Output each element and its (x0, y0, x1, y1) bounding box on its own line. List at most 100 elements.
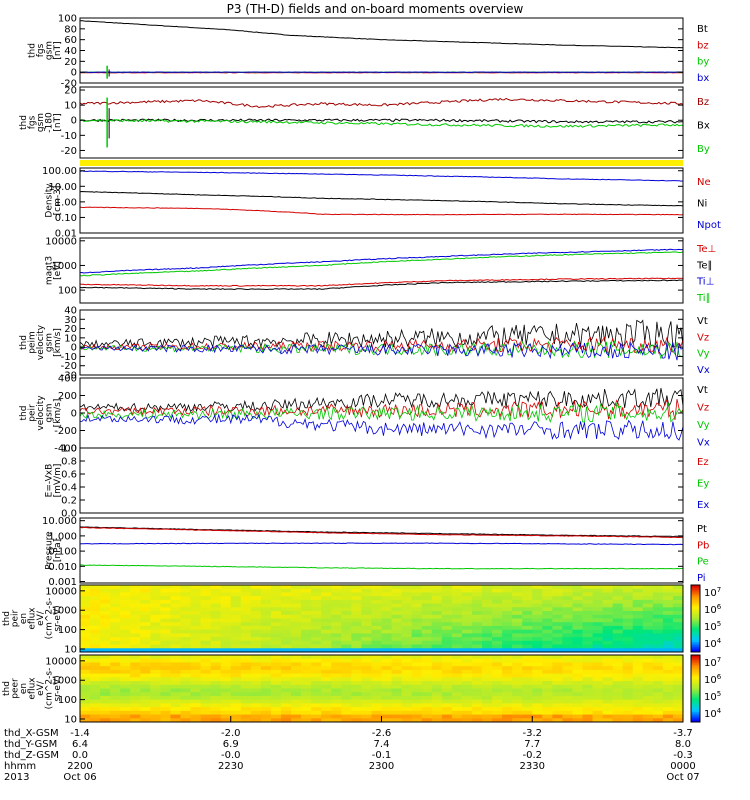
spectrogram-cell (140, 707, 151, 712)
spectrogram-cell (502, 588, 513, 593)
spectrogram-cell (562, 599, 573, 605)
spectrogram-cell (281, 677, 292, 682)
spectrogram-cell (260, 607, 272, 612)
spectrogram-cell (110, 688, 121, 693)
spectrogram-cell (662, 637, 674, 642)
spectrogram-cell (512, 707, 523, 712)
spectrogram-cell (331, 648, 342, 653)
spectrogram-cell (502, 703, 513, 708)
spectrogram-cell (281, 684, 292, 689)
spectrogram-cell (220, 599, 232, 605)
spectrogram-cell (100, 603, 111, 608)
spectrogram-cell (291, 718, 302, 723)
spectrogram-cell (451, 648, 463, 653)
series-line-Bz (79, 97, 684, 109)
y-tick-label: 1000 (52, 261, 77, 272)
spectrogram-cell (672, 648, 684, 653)
spectrogram-cell (592, 648, 604, 653)
spectrogram-cell (150, 629, 161, 634)
spectrogram-cell (240, 699, 252, 704)
spectrogram-cell (582, 692, 594, 697)
spectrogram-cell (451, 644, 463, 649)
spectrogram-cell (652, 629, 664, 634)
spectrogram-cell (270, 703, 282, 708)
spectrogram-cell (311, 658, 322, 663)
spectrogram-cell (291, 655, 302, 660)
y-tick-label: 20 (64, 324, 77, 335)
spectrogram-cell (522, 592, 533, 597)
spectrogram-cell (532, 699, 543, 704)
spectrogram-cell (461, 585, 473, 590)
spectrogram-cell (391, 707, 403, 712)
spectrogram-cell (110, 718, 121, 723)
spectrogram-cell (80, 629, 91, 634)
y-axis-label: thd (2, 611, 12, 626)
spectrogram-cell (602, 695, 614, 701)
spectrogram-cell (522, 662, 533, 667)
spectrogram-cell (270, 695, 282, 701)
spectrogram-cell (572, 599, 583, 605)
spectrogram-cell (110, 618, 121, 623)
spectrogram-cell (512, 673, 523, 678)
spectrogram-cell (401, 596, 413, 601)
spectrogram-cell (160, 669, 171, 675)
spectrogram-cell (220, 607, 232, 612)
spectrogram-cell (190, 669, 202, 675)
spectrogram-cell (602, 637, 614, 642)
spectrogram-cell (401, 658, 413, 663)
spectrogram-cell (622, 611, 634, 616)
spectrogram-cell (190, 655, 202, 660)
spectrogram-cell (90, 662, 101, 667)
spectrogram-cell (130, 695, 141, 701)
spectrogram-cell (652, 611, 664, 616)
spectrogram-cell (542, 603, 553, 608)
spectrogram-cell (250, 707, 262, 712)
spectrogram-cell (572, 622, 583, 627)
spectrogram-cell (180, 640, 192, 646)
spectrogram-cell (532, 688, 543, 693)
spectrogram-cell (391, 596, 403, 601)
spectrogram-cell (411, 658, 423, 663)
spectrogram-cell (140, 666, 151, 671)
spectrogram-cell (80, 677, 91, 682)
spectrogram-cell (552, 677, 563, 682)
spectrogram-cell (552, 637, 563, 642)
spectrogram-cell (260, 688, 272, 693)
spectrogram-cell (672, 699, 684, 704)
spectrogram-cell (461, 648, 473, 653)
spectrogram-cell (672, 607, 684, 612)
spectrogram-cell (200, 662, 212, 667)
spectrogram-cell (190, 622, 202, 627)
spectrogram-cell (602, 710, 614, 716)
spectrogram-cell (331, 640, 342, 646)
spectrogram-cell (230, 618, 242, 623)
spectrogram-cell (200, 585, 212, 590)
spectrogram-cell (100, 599, 111, 605)
spectrogram-cell (130, 688, 141, 693)
spectrogram-cell (482, 673, 493, 678)
spectrogram-cell (522, 714, 533, 719)
spectrogram-cell (160, 666, 171, 671)
spectrogram-cell (542, 688, 553, 693)
spectrogram-cell (461, 640, 473, 646)
spectrogram-cell (120, 699, 131, 704)
spectrogram-cell (582, 648, 594, 653)
spectrogram-cell (602, 677, 614, 682)
spectrogram-cell (260, 633, 272, 638)
spectrogram-cell (130, 614, 141, 619)
spectrogram-cell (441, 669, 453, 675)
spectrogram-cell (341, 669, 352, 675)
spectrogram-cell (492, 588, 503, 593)
spectrogram-cell (361, 695, 372, 701)
spectrogram-cell (441, 658, 453, 663)
spectrogram-cell (662, 629, 674, 634)
spectrogram-cell (120, 637, 131, 642)
spectrogram-cell (622, 669, 634, 675)
legend-label-Ez: Ez (697, 457, 709, 468)
x-tick-label: Oct 07 (666, 772, 699, 783)
spectrogram-cell (642, 684, 654, 689)
spectrogram-cell (260, 614, 272, 619)
spectrogram-cell (120, 718, 131, 723)
spectrogram-cell (301, 633, 312, 638)
spectrogram-cell (160, 655, 171, 660)
